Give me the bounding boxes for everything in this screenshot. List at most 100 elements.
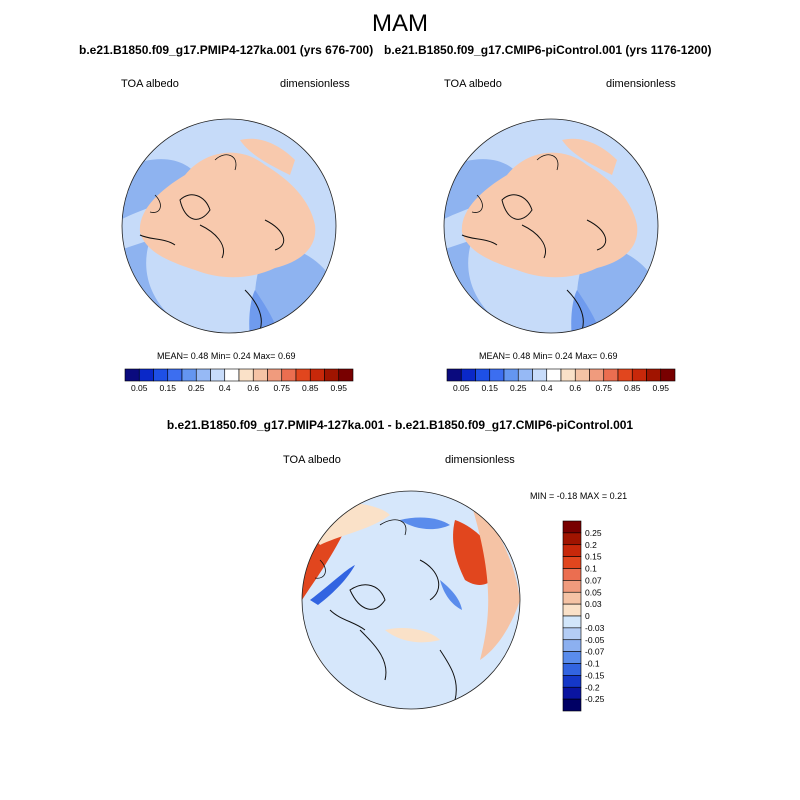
colorbar-swatch <box>446 368 462 382</box>
panel-3-units-label: dimensionless <box>445 454 515 466</box>
panel-2-map <box>443 118 659 334</box>
min-value: 0.24 <box>233 351 251 361</box>
max-label: MAX = <box>579 491 608 501</box>
arctic-ice-region <box>139 152 316 278</box>
panel-1-variable-label: TOA albedo <box>121 78 179 90</box>
colorbar-swatch <box>224 368 240 382</box>
colorbar-tick-label: 0.4 <box>219 383 231 393</box>
colorbar-swatch <box>181 368 197 382</box>
colorbar-tick-label: 0.85 <box>302 383 319 393</box>
colorbar-swatch <box>475 368 491 382</box>
coastline <box>329 559 457 701</box>
min-label: Min= <box>532 351 553 361</box>
map-boundary <box>443 118 659 334</box>
colorbar-swatch <box>238 368 254 382</box>
mean-value: 0.48 <box>512 351 531 361</box>
colorbar-swatch <box>281 368 297 382</box>
panel-1-map <box>121 118 337 334</box>
min-value: 0.24 <box>555 351 573 361</box>
colorbar-swatch <box>646 368 662 382</box>
colorbar-tick-label: 0.95 <box>330 383 347 393</box>
panel-1-title: b.e21.B1850.f09_g17.PMIP4-127ka.001 (yrs… <box>79 43 374 57</box>
colorbar-swatch <box>631 368 647 382</box>
coastline <box>179 194 224 259</box>
colorbar-swatch <box>138 368 154 382</box>
colorbar-swatch <box>574 368 590 382</box>
colorbar-tick-label: 0.15 <box>159 383 176 393</box>
panel-1-stats: MEAN= 0.48 Min= 0.24 Max= 0.69 <box>157 351 295 361</box>
mean-label: MEAN= <box>479 351 511 361</box>
colorbar-tick-label: 0.03 <box>585 599 602 609</box>
ocean-low-region <box>444 159 522 220</box>
map-boundary <box>301 490 521 710</box>
colorbar-swatch <box>338 368 354 382</box>
colorbar-swatch <box>562 544 582 557</box>
panel-3-variable-label: TOA albedo <box>283 454 341 466</box>
colorbar-swatch <box>503 368 519 382</box>
min-label: Min= <box>210 351 231 361</box>
colorbar-tick-label: 0.75 <box>273 383 290 393</box>
panel-2-units-label: dimensionless <box>606 78 676 90</box>
panel-3-stats: MIN = -0.18 MAX = 0.21 <box>530 491 627 501</box>
coastline <box>149 154 237 213</box>
colorbar-tick-label: 0.6 <box>569 383 581 393</box>
colorbar-tick-label: 0.95 <box>652 383 669 393</box>
colorbar-swatch <box>562 663 582 676</box>
panel-3-map <box>301 490 521 710</box>
colorbar-tick-label: 0.85 <box>624 383 641 393</box>
mean-value: 0.48 <box>190 351 209 361</box>
colorbar-tick-label: 0 <box>585 611 590 621</box>
colorbar-swatch <box>324 368 340 382</box>
colorbar-swatch <box>267 368 283 382</box>
colorbar-tick-label: 0.05 <box>585 587 602 597</box>
panel-2-colorbar: 0.05 0.15 0.25 0.4 0.6 0.75 0.85 0.95 <box>446 368 676 393</box>
negative-anomaly-region <box>440 580 462 610</box>
panel-2-title: b.e21.B1850.f09_g17.CMIP6-piControl.001 … <box>384 43 712 57</box>
max-label: Max= <box>253 351 276 361</box>
panel-1-units-label: dimensionless <box>280 78 350 90</box>
colorbar-swatch <box>489 368 505 382</box>
positive-anomaly-region <box>385 628 440 643</box>
colorbar-tick-label: -0.1 <box>585 659 600 669</box>
coastline <box>314 519 407 579</box>
max-label: Max= <box>575 351 598 361</box>
colorbar-tick-label: 0.05 <box>453 383 470 393</box>
colorbar-tick-label: -0.03 <box>585 623 605 633</box>
colorbar-swatch <box>546 368 562 382</box>
colorbar-swatch <box>562 627 582 641</box>
panel-2-variable-label: TOA albedo <box>444 78 502 90</box>
panel-3-colorbar: 0.25 0.2 0.15 0.10.07 0.05 0.03 0 -0.03 -0.05 -0.… <box>562 520 605 712</box>
colorbar-swatch <box>153 368 169 382</box>
colorbar-swatch <box>562 556 582 569</box>
coastline <box>349 584 387 681</box>
colorbar-tick-label: 0.6 <box>247 383 259 393</box>
colorbar-swatch <box>309 368 325 382</box>
colorbar-swatch <box>562 651 582 664</box>
negative-anomaly-region <box>400 517 450 530</box>
coastline <box>471 154 559 213</box>
colorbar-tick-label: 0.75 <box>595 383 612 393</box>
coastline <box>139 219 285 331</box>
colorbar-swatch <box>562 615 582 629</box>
colorbar-swatch <box>460 368 476 382</box>
colorbar-swatch <box>562 568 582 581</box>
positive-anomaly-region <box>470 500 520 660</box>
colorbar-swatch <box>660 368 676 382</box>
coastline <box>501 194 546 259</box>
colorbar-swatch <box>617 368 633 382</box>
colorbar-swatch <box>562 675 582 688</box>
colorbar-tick-label: -0.15 <box>585 670 605 680</box>
min-label: MIN = <box>530 491 555 501</box>
colorbar-tick-label: -0.2 <box>585 682 600 692</box>
figure-title: MAM <box>372 10 428 37</box>
colorbar-tick-label: -0.05 <box>585 635 605 645</box>
max-value: 0.21 <box>609 491 628 501</box>
arctic-ice-region <box>240 138 295 175</box>
max-value: 0.69 <box>277 351 296 361</box>
panel-3-title: b.e21.B1850.f09_g17.PMIP4-127ka.001 - b.… <box>166 418 634 432</box>
colorbar-swatch <box>562 603 582 617</box>
colorbar-swatch <box>295 368 311 382</box>
colorbar-swatch <box>562 580 582 593</box>
map-boundary <box>121 118 337 334</box>
